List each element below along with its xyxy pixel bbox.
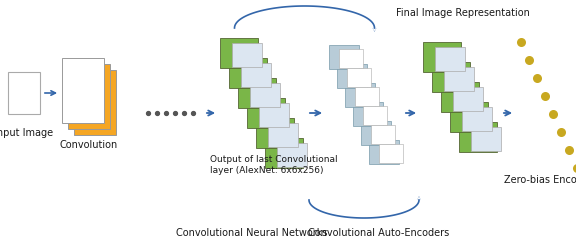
Bar (355, 87, 379, 106)
Bar (361, 121, 391, 145)
Text: Final Image Representation: Final Image Representation (396, 8, 530, 18)
Bar (329, 45, 359, 69)
Bar (345, 83, 375, 107)
Bar (371, 125, 395, 144)
Bar (339, 49, 363, 68)
Text: Convolution: Convolution (60, 140, 118, 150)
Bar (220, 38, 258, 68)
Bar (353, 102, 383, 126)
Text: Output of last Convolutional
layer (AlexNet: 6x6x256): Output of last Convolutional layer (Alex… (210, 155, 338, 175)
Bar (265, 138, 303, 168)
Text: Zero-bias Encoding: Zero-bias Encoding (504, 175, 576, 185)
Bar (277, 143, 307, 167)
Bar (379, 144, 403, 163)
Text: Convolutional Auto-Encoders: Convolutional Auto-Encoders (308, 228, 450, 238)
Bar (256, 118, 294, 148)
Bar (268, 123, 298, 147)
Bar (259, 103, 289, 127)
Bar (432, 62, 470, 92)
Bar (453, 87, 483, 111)
Bar (450, 102, 488, 132)
Bar (363, 106, 387, 125)
Bar (62, 58, 104, 123)
Bar (444, 67, 474, 91)
Bar (229, 58, 267, 88)
Bar (423, 42, 461, 72)
Bar (74, 70, 116, 135)
Bar (238, 78, 276, 108)
Bar (250, 83, 280, 107)
Bar (441, 82, 479, 112)
Text: Input Image: Input Image (0, 128, 54, 138)
Bar (462, 107, 492, 131)
Bar (435, 47, 465, 71)
Bar (347, 68, 371, 87)
Bar (247, 98, 285, 128)
Text: Convolutional Neural Networks: Convolutional Neural Networks (176, 228, 327, 238)
Bar (459, 122, 497, 152)
Bar (232, 43, 262, 67)
Bar (8, 72, 40, 114)
Bar (369, 140, 399, 164)
Bar (241, 63, 271, 87)
Bar (337, 64, 367, 88)
Bar (68, 64, 110, 129)
Bar (471, 127, 501, 151)
